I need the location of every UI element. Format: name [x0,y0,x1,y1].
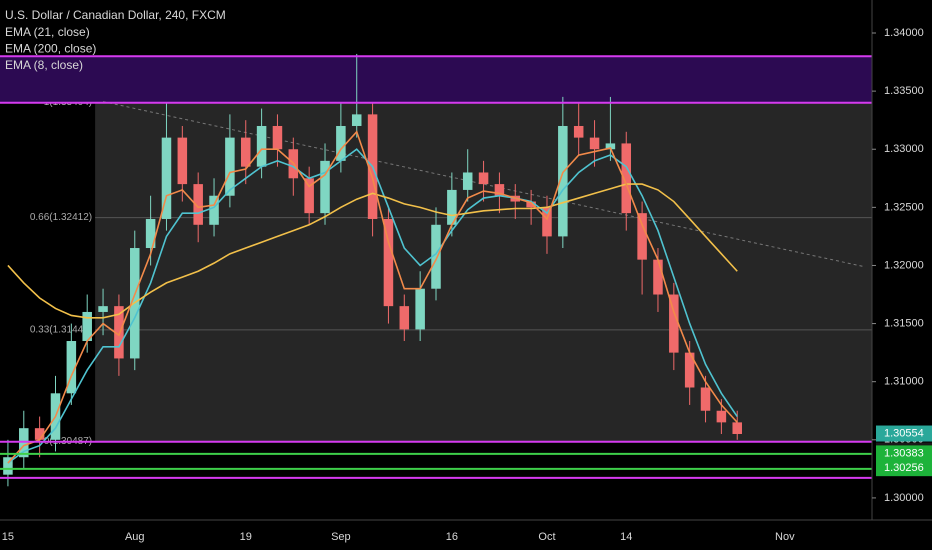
price-tag-label: 1.30256 [884,462,924,474]
candle-body [209,195,219,225]
candle-body [605,143,616,150]
y-tick-label: 1.34000 [884,27,924,39]
candle-body [351,114,362,126]
x-tick-label: 14 [620,531,632,543]
candle-body [447,189,457,225]
candle-body [621,143,632,214]
x-tick-label: 16 [446,531,458,543]
candle-body [272,125,283,150]
candle-body [542,207,552,237]
price-tag [876,460,932,477]
candle-body [526,201,536,208]
candle-body [98,306,108,312]
x-tick-label: 19 [240,531,252,543]
chart-title: U.S. Dollar / Canadian Dollar, 240, FXCM [5,8,226,22]
price-tag-label: 1.30383 [884,447,924,459]
candle-body [34,428,45,440]
candle-body [304,178,314,214]
x-tick-label: Sep [331,531,351,543]
candle-body [225,137,235,196]
candle-body [66,341,77,394]
x-tick-label: 15 [2,531,14,543]
y-tick-label: 1.32000 [884,259,924,271]
candle-body [653,259,663,295]
x-tick-label: Aug [125,531,145,543]
fib-box [95,102,873,442]
candle-body [494,184,505,196]
candle-body [462,172,473,190]
candle-body [732,422,742,434]
candle-body [700,387,711,411]
y-tick-label: 1.31000 [884,376,924,388]
candle-body [320,160,330,214]
x-tick-label: Oct [538,531,555,543]
resistance-zone [0,56,872,103]
price-tag-label: 1.30554 [884,427,924,439]
trendline [102,101,865,268]
candle-body [573,125,584,138]
candle-body [114,306,124,359]
fib-label: 0.66(1.32412) [30,212,92,223]
ema-line [7,130,738,464]
legend-entry: EMA (200, close) [5,42,96,56]
legend-entry: EMA (8, close) [5,58,83,72]
y-tick-label: 1.30000 [884,492,924,504]
candle-body [415,288,425,330]
candle-body [637,213,647,260]
y-tick-label: 1.32500 [884,201,924,213]
candle-body [145,218,156,249]
candle-body [716,410,727,423]
candle-body [3,457,13,475]
y-tick-label: 1.31500 [884,317,924,329]
candle-body [589,137,600,150]
price-tag [876,425,932,442]
candle-body [177,137,188,185]
candle-body [431,224,441,289]
candle-body [478,172,489,185]
price-tag [876,445,932,462]
candle-body [193,184,203,225]
candle-body [161,137,172,219]
y-tick-label: 1.33000 [884,143,924,155]
candle-body [82,311,92,342]
candle-body [336,125,346,161]
candle-body [256,125,267,167]
y-tick-label: 1.33500 [884,85,924,97]
candle-body [669,294,679,353]
candle-body [240,137,251,167]
fib-label: 0.33(1.31446) [30,324,92,335]
legend-entry: EMA (21, close) [5,25,90,39]
candle-body [558,125,568,237]
x-tick-label: Nov [775,531,795,543]
candle-body [399,306,410,330]
candle-body [383,218,394,307]
candle-body [684,352,695,388]
